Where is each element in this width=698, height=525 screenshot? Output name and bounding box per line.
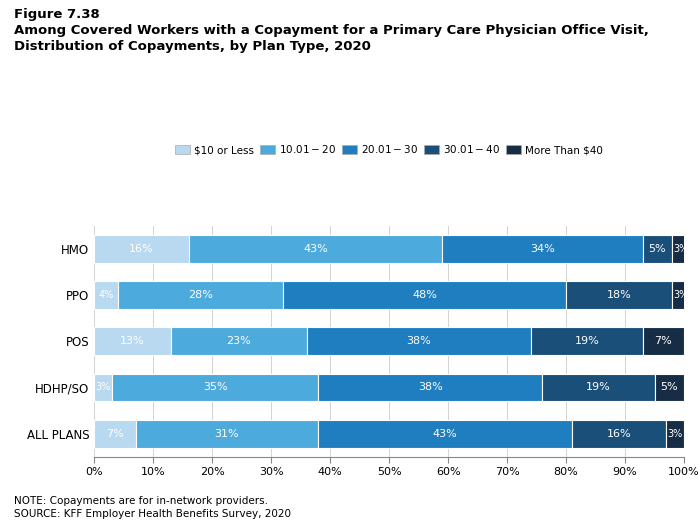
Bar (318, 374, 542, 401)
Bar (306, 328, 530, 355)
Bar (672, 281, 690, 309)
Bar (566, 281, 672, 309)
Text: 3%: 3% (674, 244, 689, 254)
Text: Among Covered Workers with a Copayment for a Primary Care Physician Office Visit: Among Covered Workers with a Copayment f… (14, 24, 649, 37)
Text: 7%: 7% (655, 336, 672, 346)
Text: 19%: 19% (586, 382, 611, 393)
Text: 3%: 3% (674, 290, 689, 300)
Bar (94, 328, 171, 355)
Bar (643, 328, 684, 355)
Text: NOTE: Copayments are for in-network providers.: NOTE: Copayments are for in-network prov… (14, 496, 268, 506)
Bar (667, 420, 684, 447)
Text: 18%: 18% (607, 290, 632, 300)
Bar (672, 235, 690, 262)
Text: 35%: 35% (203, 382, 228, 393)
Text: 43%: 43% (433, 428, 458, 439)
Bar (94, 374, 112, 401)
Text: Figure 7.38: Figure 7.38 (14, 8, 100, 21)
Bar (643, 235, 672, 262)
Text: 7%: 7% (106, 428, 124, 439)
Text: 48%: 48% (412, 290, 437, 300)
Text: SOURCE: KFF Employer Health Benefits Survey, 2020: SOURCE: KFF Employer Health Benefits Sur… (14, 509, 291, 519)
Text: 13%: 13% (120, 336, 145, 346)
Text: 4%: 4% (98, 290, 114, 300)
Text: 34%: 34% (530, 244, 555, 254)
Text: 43%: 43% (303, 244, 328, 254)
Bar (171, 328, 306, 355)
Bar (318, 420, 572, 447)
Text: 3%: 3% (667, 428, 683, 439)
Bar (94, 235, 188, 262)
Text: 38%: 38% (406, 336, 431, 346)
Bar (443, 235, 643, 262)
Bar (542, 374, 655, 401)
Bar (530, 328, 643, 355)
Text: 16%: 16% (129, 244, 154, 254)
Text: Distribution of Copayments, by Plan Type, 2020: Distribution of Copayments, by Plan Type… (14, 40, 371, 54)
Bar (94, 281, 118, 309)
Legend: $10 or Less, $10.01 - $20, $20.01 - $30, $30.01 - $40, More Than $40: $10 or Less, $10.01 - $20, $20.01 - $30,… (175, 143, 603, 155)
Bar (283, 281, 566, 309)
Text: 16%: 16% (607, 428, 632, 439)
Bar (112, 374, 318, 401)
Text: 31%: 31% (214, 428, 239, 439)
Text: 19%: 19% (574, 336, 599, 346)
Text: 5%: 5% (648, 244, 667, 254)
Bar (135, 420, 318, 447)
Text: 23%: 23% (226, 336, 251, 346)
Text: 3%: 3% (96, 382, 111, 393)
Text: 28%: 28% (188, 290, 213, 300)
Bar (118, 281, 283, 309)
Bar (188, 235, 443, 262)
Text: 5%: 5% (660, 382, 678, 393)
Bar (572, 420, 667, 447)
Text: 38%: 38% (418, 382, 443, 393)
Bar (94, 420, 135, 447)
Bar (655, 374, 684, 401)
